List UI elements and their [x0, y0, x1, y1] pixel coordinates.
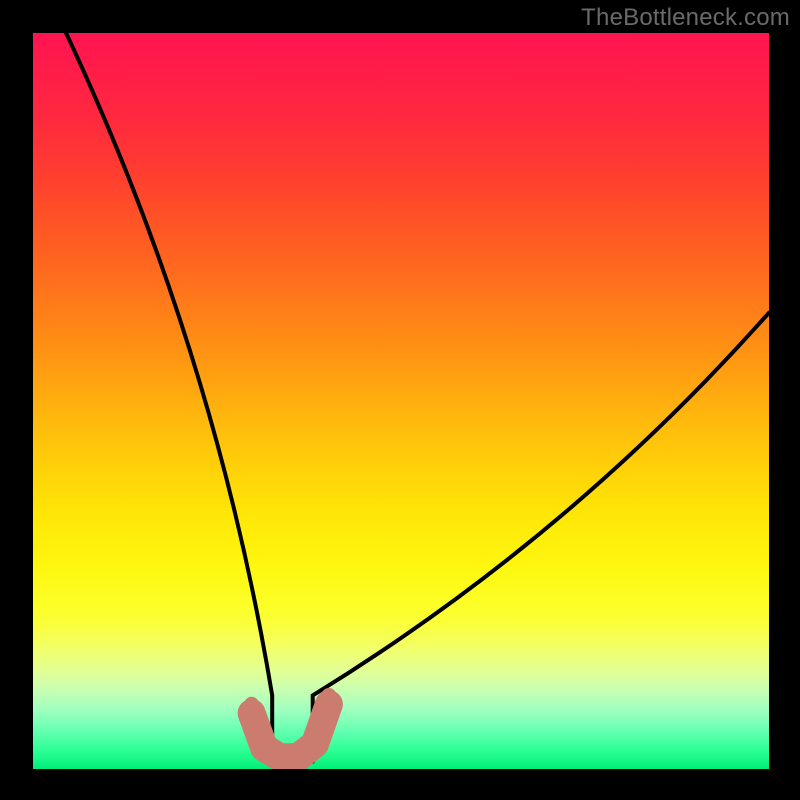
bottleneck-chart	[0, 0, 800, 800]
chart-container: TheBottleneck.com	[0, 0, 800, 800]
marker-endpoint	[322, 688, 337, 703]
marker-endpoint	[244, 697, 259, 712]
gradient-background	[33, 33, 769, 769]
